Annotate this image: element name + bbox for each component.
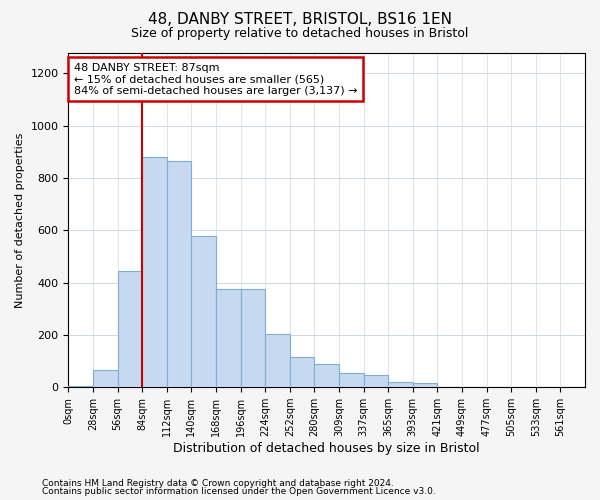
Y-axis label: Number of detached properties: Number of detached properties (15, 132, 25, 308)
Text: Size of property relative to detached houses in Bristol: Size of property relative to detached ho… (131, 28, 469, 40)
Bar (167, 161, 191, 387)
Bar (388, 382, 413, 387)
Bar (93, 370, 118, 387)
Bar (290, 357, 314, 387)
Text: Contains public sector information licensed under the Open Government Licence v3: Contains public sector information licen… (42, 487, 436, 496)
Bar (142, 157, 167, 387)
Bar (216, 289, 241, 387)
Bar (364, 376, 388, 387)
Bar (265, 334, 290, 387)
X-axis label: Distribution of detached houses by size in Bristol: Distribution of detached houses by size … (173, 442, 480, 455)
Bar (68, 386, 93, 387)
Text: 48, DANBY STREET, BRISTOL, BS16 1EN: 48, DANBY STREET, BRISTOL, BS16 1EN (148, 12, 452, 28)
Text: 48 DANBY STREET: 87sqm
← 15% of detached houses are smaller (565)
84% of semi-de: 48 DANBY STREET: 87sqm ← 15% of detached… (74, 62, 357, 96)
Bar (413, 384, 437, 387)
Bar (339, 373, 364, 387)
Bar (241, 289, 265, 387)
Text: Contains HM Land Registry data © Crown copyright and database right 2024.: Contains HM Land Registry data © Crown c… (42, 478, 394, 488)
Bar (118, 271, 142, 387)
Bar (191, 236, 216, 387)
Bar (314, 364, 339, 387)
